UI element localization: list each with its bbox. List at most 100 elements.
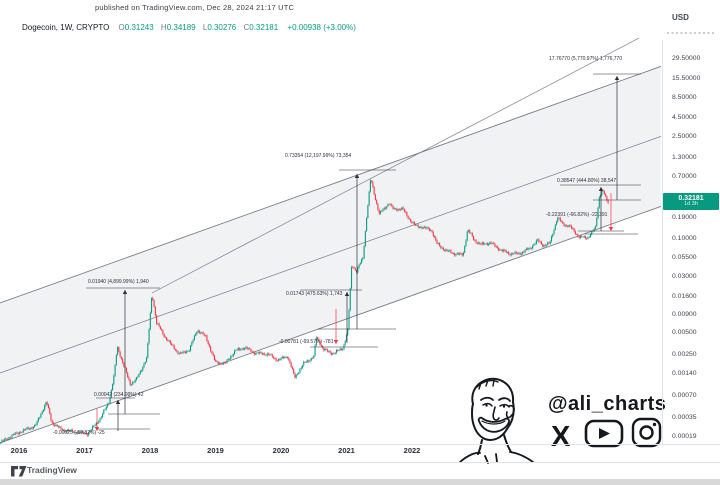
candle-body xyxy=(342,349,344,350)
candle-body xyxy=(593,228,595,231)
candle-body xyxy=(465,240,467,247)
candle-body xyxy=(555,221,558,225)
candle-body xyxy=(261,353,263,355)
measurement-arrowhead xyxy=(94,427,100,431)
candle-body xyxy=(484,244,486,245)
candle-body xyxy=(101,413,104,418)
candle-body xyxy=(335,350,337,353)
candle-body xyxy=(220,363,222,364)
candle-body xyxy=(299,369,301,373)
candle-body xyxy=(57,426,60,428)
candle-body xyxy=(464,246,466,253)
candle-body xyxy=(296,374,298,375)
candle-body xyxy=(174,349,177,351)
candle-body xyxy=(315,337,317,346)
ohlc-high: H0.34189 xyxy=(160,23,196,32)
candle-body xyxy=(491,243,493,244)
price-change: +0.00938 (+3.00%) xyxy=(287,23,356,32)
candle-body xyxy=(421,226,423,229)
candle-body xyxy=(192,340,194,343)
candle-body xyxy=(89,431,91,433)
candle-body xyxy=(488,243,490,245)
candle-body xyxy=(182,351,184,354)
candle-body xyxy=(15,432,17,435)
candle-body xyxy=(200,332,202,334)
candle-body xyxy=(408,218,410,220)
candle-body xyxy=(231,355,233,357)
candle-body xyxy=(130,384,132,386)
candle-body xyxy=(373,187,375,195)
candle-body xyxy=(119,351,121,357)
candle-body xyxy=(392,205,394,209)
candle-body xyxy=(598,197,600,208)
candle-body xyxy=(339,348,341,351)
candle-body xyxy=(382,209,384,212)
candle-body xyxy=(52,422,55,425)
candle-body xyxy=(515,251,517,254)
candle-body xyxy=(125,368,127,373)
candle-body xyxy=(73,431,75,433)
candle-body xyxy=(561,220,563,222)
publish-timestamp: published on TradingView.com, Dec 28, 20… xyxy=(95,3,295,12)
candle-body xyxy=(563,223,565,226)
candle-body xyxy=(60,426,62,430)
price-range-measurement: -0.22391 (-66.82%) -22,391 xyxy=(546,193,638,235)
candle-body xyxy=(544,245,546,246)
candle-body xyxy=(538,239,540,242)
candle-body xyxy=(476,242,478,244)
price-tick-label: 8.50000 xyxy=(672,94,697,102)
candle-body xyxy=(396,209,398,211)
candle-body xyxy=(196,332,198,335)
candle-body xyxy=(104,409,106,411)
measurement-label: 0.01940 (4,899.99%) 1,940 xyxy=(88,279,149,285)
candle-body xyxy=(34,425,36,428)
candle-body xyxy=(304,361,306,363)
candle-body xyxy=(128,377,130,380)
tradingview-brand-text[interactable]: TradingView xyxy=(27,465,77,475)
candle-body xyxy=(137,376,139,378)
candle-body xyxy=(71,429,73,432)
candle-body xyxy=(511,253,514,255)
candle-body xyxy=(305,361,307,363)
candle-body xyxy=(371,180,373,183)
candle-body xyxy=(457,253,459,255)
candle-body xyxy=(151,297,153,313)
candle-body xyxy=(398,209,400,210)
time-tick-label: 2016 xyxy=(10,446,28,455)
candle-body xyxy=(152,297,154,301)
price-axis[interactable]: USD 29.50000 15.50000 8.50000 4.50000 2.5000… xyxy=(663,0,720,460)
candle-body xyxy=(306,360,309,362)
measurement-label: 0.00042 (234.99%) 42 xyxy=(94,392,144,398)
candle-body xyxy=(417,224,419,228)
candle-body xyxy=(503,249,505,252)
candle-body xyxy=(568,225,570,227)
candle-body xyxy=(376,200,378,204)
time-tick-label: 2018 xyxy=(141,446,159,455)
candle-body xyxy=(163,334,165,337)
candle-body xyxy=(347,329,349,336)
candle-body xyxy=(85,433,87,435)
candle-body xyxy=(325,349,327,350)
candle-body xyxy=(572,228,574,229)
measurement-arrowhead xyxy=(333,340,339,344)
candle-body xyxy=(567,225,569,227)
currency-label: USD xyxy=(672,13,689,22)
candle-body xyxy=(113,375,115,385)
tradingview-logo[interactable] xyxy=(11,466,27,477)
candle-body xyxy=(391,204,393,206)
candle-body xyxy=(309,360,311,362)
candle-body xyxy=(353,267,355,269)
candle-body xyxy=(208,344,210,347)
candle-body xyxy=(362,257,364,260)
candle-body xyxy=(447,250,449,252)
candle-body xyxy=(406,212,408,216)
measurement-arrowhead xyxy=(122,290,128,294)
candle-body xyxy=(84,433,86,434)
candle-body xyxy=(234,350,236,355)
price-tick-label: 2.50000 xyxy=(672,132,697,140)
candle-body xyxy=(66,429,68,432)
candle-body xyxy=(164,336,166,338)
candle-body xyxy=(49,407,51,414)
price-tick-label: 0.00500 xyxy=(672,329,697,337)
